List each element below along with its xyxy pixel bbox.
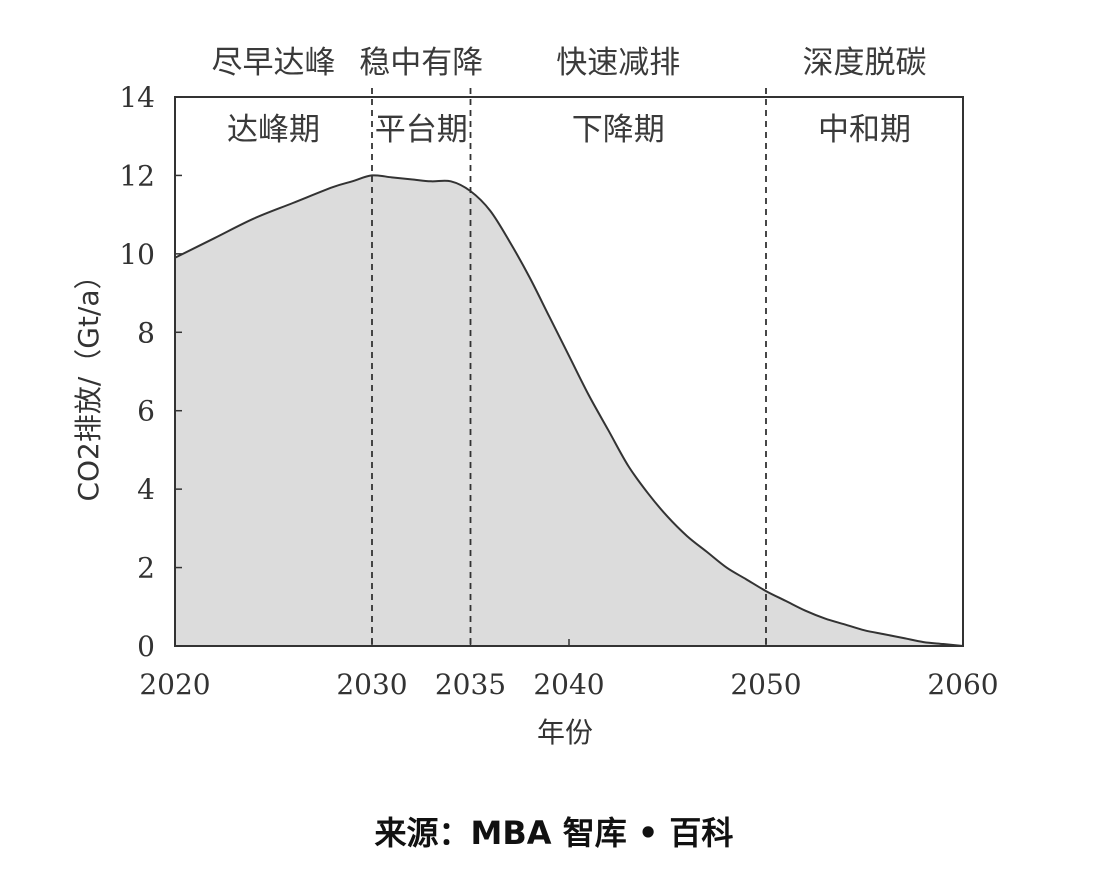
phase-inner-label-2: 下降期 <box>572 112 665 148</box>
label-layer: 0 2 4 6 8 10 12 14 2020 2030 2035 2040 2050 2060 年份 CO2… <box>72 45 999 749</box>
x-tick-label-2030: 2030 <box>336 668 407 701</box>
y-tick-label-12: 12 <box>119 159 155 192</box>
x-axis-title: 年份 <box>537 716 593 749</box>
x-tick-label-2020: 2020 <box>139 668 210 701</box>
x-tick-label-2035: 2035 <box>435 668 506 701</box>
y-tick-label-0: 0 <box>137 630 155 663</box>
y-axis-title: CO2排放/（Gt/a） <box>72 261 105 501</box>
x-tick-label-2060: 2060 <box>927 668 998 701</box>
plot-frame-layer <box>174 96 964 647</box>
series-0-line <box>174 174 964 647</box>
phase-top-label-2: 快速减排 <box>556 45 680 81</box>
y-tick-label-14: 14 <box>119 81 155 114</box>
phase-top-label-1: 稳中有降 <box>359 45 483 81</box>
series-0-area <box>175 175 963 646</box>
x-tick-label-2040: 2040 <box>533 668 604 701</box>
phase-inner-label-3: 中和期 <box>818 112 911 148</box>
x-tick-label-2050: 2050 <box>730 668 801 701</box>
y-tick-label-6: 6 <box>137 395 155 428</box>
phase-divider-layer <box>371 88 767 646</box>
y-tick-label-4: 4 <box>137 473 155 506</box>
y-tick-label-10: 10 <box>119 238 155 271</box>
phase-top-label-3: 深度脱碳 <box>803 45 927 81</box>
phase-inner-label-0: 达峰期 <box>227 112 320 148</box>
y-tick-label-2: 2 <box>137 552 155 585</box>
area-layer <box>174 174 964 647</box>
phase-inner-label-1: 平台期 <box>375 112 468 148</box>
source-note: 来源：MBA 智库 • 百科 <box>374 814 734 852</box>
y-tick-label-8: 8 <box>137 316 155 349</box>
phase-top-label-0: 尽早达峰 <box>212 45 336 81</box>
